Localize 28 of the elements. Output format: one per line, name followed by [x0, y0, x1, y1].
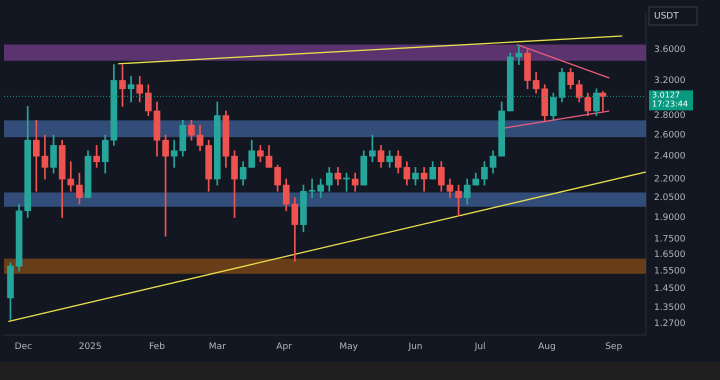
- x-tick-label: 2025: [78, 342, 102, 352]
- y-tick-label: 3.2000: [654, 76, 686, 86]
- x-tick-label: Jun: [407, 342, 423, 352]
- ref-line-label: 3.0127 17:23:44: [652, 90, 688, 108]
- y-tick-label: 2.2000: [654, 174, 686, 184]
- x-tick-label: Aug: [538, 342, 556, 352]
- text: USDT: [654, 11, 680, 22]
- candlestick: [343, 172, 350, 192]
- x-tick-label: Feb: [148, 342, 166, 352]
- y-tick-label: 2.6000: [654, 130, 686, 140]
- y-tick-label: 3.6000: [654, 44, 686, 55]
- y-tick-label: 1.4500: [654, 284, 686, 294]
- y-tick-label: 2.8000: [654, 110, 686, 121]
- y-tick-label: 1.2700: [654, 318, 686, 329]
- x-tick-label: May: [339, 342, 359, 352]
- y-tick-label: 1.5500: [654, 266, 686, 276]
- x-tick-label: Sep: [605, 342, 622, 352]
- x-tick-label: Jul: [474, 342, 486, 352]
- y-tick-label: 1.9000: [654, 212, 686, 223]
- x-tick-label: Apr: [276, 342, 292, 352]
- x-tick-label: Dec: [14, 342, 32, 352]
- y-tick-label: 2.0500: [654, 192, 686, 203]
- candlestick: [119, 64, 126, 107]
- y-tick-label: 1.6500: [654, 250, 686, 260]
- y-tick-label: 1.3500: [654, 302, 686, 313]
- y-tick-label: 2.4000: [654, 152, 686, 162]
- x-tick-label: Mar: [208, 342, 226, 352]
- y-tick-label: 1.7500: [654, 234, 686, 245]
